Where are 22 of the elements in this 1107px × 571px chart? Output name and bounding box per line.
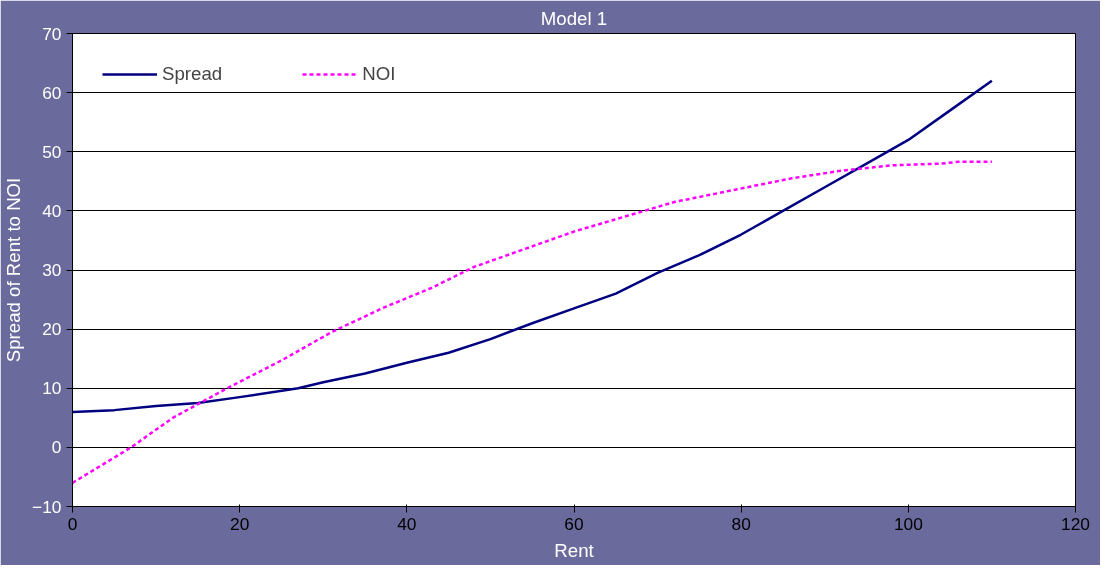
legend-label: Spread	[162, 63, 223, 85]
x-tick-label: 60	[564, 513, 584, 534]
y-tick-label: 20	[42, 319, 62, 340]
chart-title: Model 1	[540, 7, 608, 29]
y-tick-label: 50	[42, 141, 62, 162]
x-axis-title: Rent	[554, 539, 595, 561]
x-tick-label: 40	[397, 513, 417, 534]
x-tick-label: 100	[893, 513, 923, 534]
x-tick-label: 20	[230, 513, 250, 534]
y-tick-label: 70	[42, 23, 62, 44]
y-tick-label: 0	[51, 437, 62, 458]
y-tick-label: 10	[42, 378, 62, 399]
y-tick-label: 30	[42, 260, 62, 280]
y-tick-label: 40	[42, 200, 62, 221]
line-series	[72, 160, 994, 485]
x-tick-label: 120	[1061, 513, 1090, 534]
y-tick-label: −10	[32, 496, 62, 517]
x-tick-label: 80	[731, 513, 751, 534]
x-tick-label: 0	[67, 513, 78, 534]
y-axis-title: Spread of Rent to NOI	[3, 177, 25, 363]
y-tick-label: 60	[42, 82, 62, 103]
legend-label: NOI	[362, 63, 396, 85]
